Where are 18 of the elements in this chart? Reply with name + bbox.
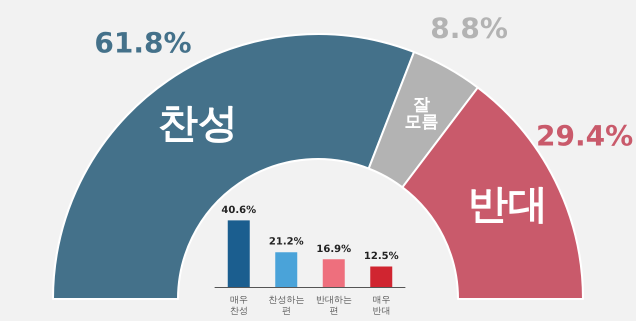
bar [370, 266, 392, 287]
data-label: 40.6% [221, 204, 256, 216]
x-tick-label: 매우 반대 [372, 296, 390, 316]
slice-label: 잘 모름 [404, 94, 439, 132]
x-tick-label: 매우 찬성 [230, 296, 248, 316]
slice-label: 찬성 [158, 100, 238, 147]
bar [228, 220, 250, 287]
data-label: 16.9% [316, 244, 352, 255]
bar [322, 259, 345, 287]
bar [275, 252, 298, 287]
data-label: 21.2% [268, 236, 304, 248]
data-label: 8.8% [430, 12, 508, 45]
data-label: 12.5% [364, 251, 399, 262]
data-label: 61.8% [94, 26, 192, 60]
data-label: 29.4% [536, 120, 634, 153]
x-tick-label: 반대하는 편 [316, 296, 352, 316]
slice-label: 반대 [468, 181, 548, 228]
x-tick-label: 찬성하는 편 [268, 296, 304, 316]
